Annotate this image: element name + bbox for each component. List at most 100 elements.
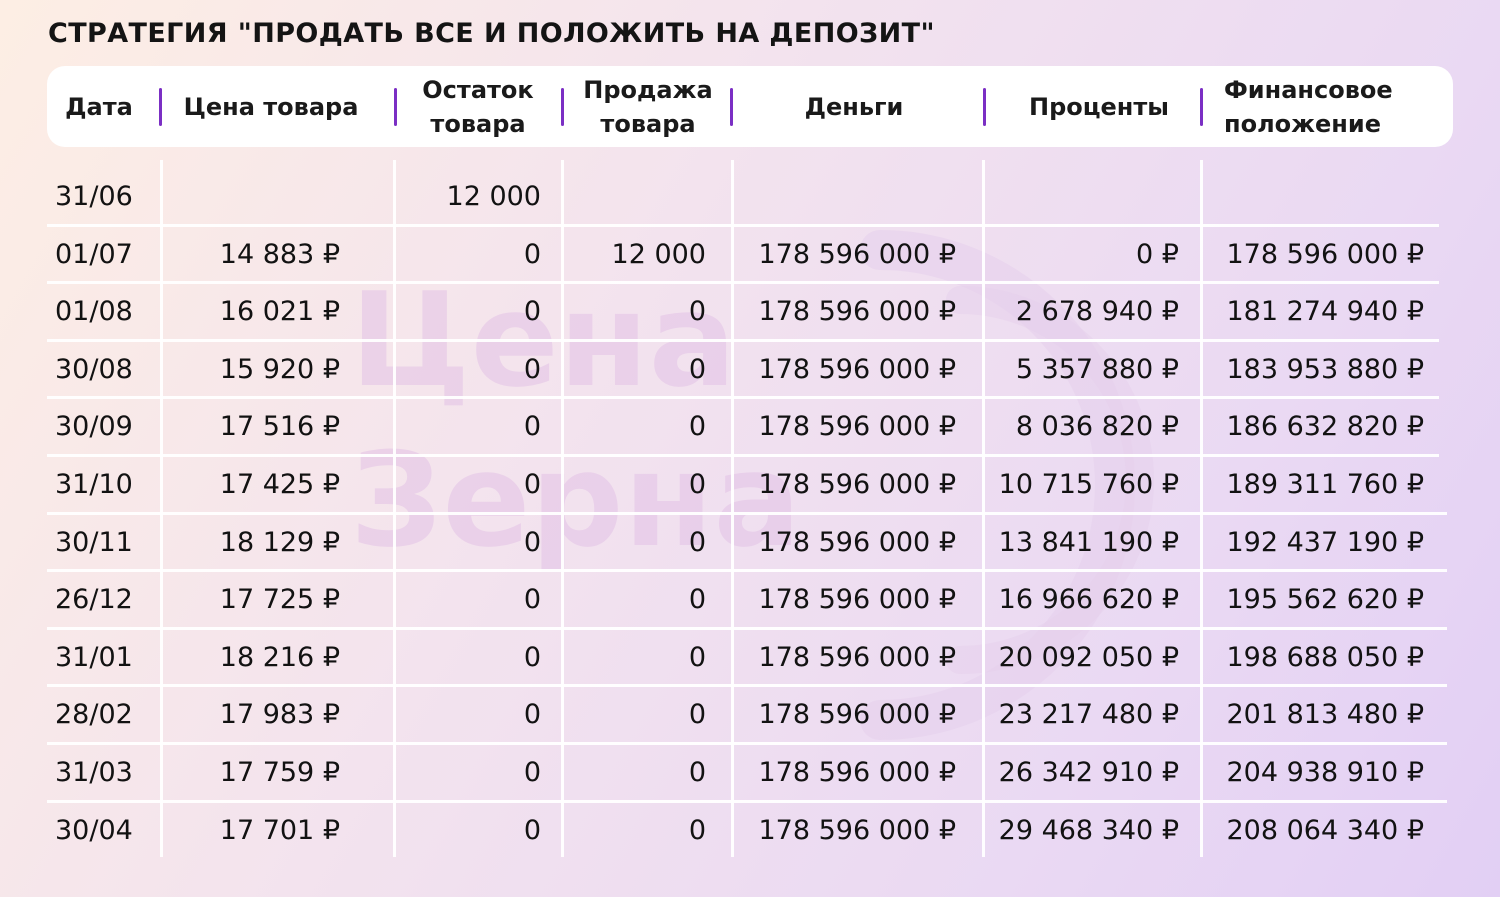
row-divider (47, 684, 1447, 687)
cell-financial-position: 204 938 910 ₽ (1226, 757, 1424, 788)
cell-date: 31/10 (55, 469, 133, 500)
cell-money: 178 596 000 ₽ (758, 584, 956, 615)
cell-date: 31/03 (55, 757, 133, 788)
cell-sale: 0 (688, 584, 706, 615)
cell-stock: 0 (523, 296, 541, 327)
column-divider (1200, 160, 1203, 857)
cell-interest (987, 168, 1179, 225)
cell-financial-position: 183 953 880 ₽ (1226, 354, 1424, 385)
cell-money: 178 596 000 ₽ (758, 354, 956, 385)
column-header-date: Дата (65, 92, 133, 121)
cell-date: 31/06 (55, 181, 133, 212)
cell-interest: 23 217 480 ₽ (998, 699, 1179, 730)
cell-price: 14 883 ₽ (219, 239, 340, 270)
cell-stock: 12 000 (446, 181, 541, 212)
row-divider (47, 339, 1439, 342)
cell-money: 178 596 000 ₽ (758, 296, 956, 327)
column-header-money: Деньги (804, 92, 904, 121)
cell-money: 178 596 000 ₽ (758, 757, 956, 788)
cell-date: 30/04 (55, 815, 133, 846)
cell-stock: 0 (523, 239, 541, 270)
cell-interest: 8 036 820 ₽ (1015, 411, 1179, 442)
cell-stock: 0 (523, 699, 541, 730)
row-divider (47, 800, 1447, 803)
cell-price (165, 168, 340, 225)
cell-interest: 10 715 760 ₽ (998, 469, 1179, 500)
row-divider (47, 627, 1447, 630)
cell-money: 178 596 000 ₽ (758, 642, 956, 673)
cell-financial-position: 181 274 940 ₽ (1226, 296, 1424, 327)
cell-price: 17 701 ₽ (219, 815, 340, 846)
cell-stock: 0 (523, 815, 541, 846)
cell-interest: 0 ₽ (1136, 239, 1179, 270)
cell-financial-position: 195 562 620 ₽ (1226, 584, 1424, 615)
cell-price: 18 216 ₽ (219, 642, 340, 673)
row-divider (47, 454, 1439, 457)
row-divider (47, 281, 1439, 284)
cell-price: 17 759 ₽ (219, 757, 340, 788)
cell-financial-position: 186 632 820 ₽ (1226, 411, 1424, 442)
header-divider (730, 88, 733, 126)
cell-date: 26/12 (55, 584, 133, 615)
cell-financial-position: 208 064 340 ₽ (1226, 815, 1424, 846)
row-divider (47, 742, 1447, 745)
cell-stock: 0 (523, 757, 541, 788)
column-divider (731, 160, 734, 857)
header-divider (561, 88, 564, 126)
column-header-price: Цена товара (183, 92, 359, 121)
cell-interest: 2 678 940 ₽ (1015, 296, 1179, 327)
cell-interest: 16 966 620 ₽ (998, 584, 1179, 615)
header-divider (1200, 88, 1203, 126)
cell-money: 178 596 000 ₽ (758, 527, 956, 558)
cell-financial-position: 189 311 760 ₽ (1226, 469, 1424, 500)
row-divider (47, 512, 1447, 515)
cell-financial-position: 201 813 480 ₽ (1226, 699, 1424, 730)
cell-date: 01/07 (55, 239, 133, 270)
table-header: Дата Цена товара Остаток товара Продажа … (47, 66, 1453, 147)
cell-sale: 0 (688, 411, 706, 442)
cell-money: 178 596 000 ₽ (758, 699, 956, 730)
cell-price: 17 425 ₽ (219, 469, 340, 500)
cell-stock: 0 (523, 584, 541, 615)
row-divider (47, 569, 1447, 572)
cell-financial-position: 192 437 190 ₽ (1226, 527, 1424, 558)
cell-sale: 0 (688, 527, 706, 558)
cell-sale: 0 (688, 699, 706, 730)
cell-financial-position (1205, 168, 1424, 225)
cell-interest: 29 468 340 ₽ (998, 815, 1179, 846)
cell-price: 16 021 ₽ (219, 296, 340, 327)
cell-stock: 0 (523, 411, 541, 442)
cell-stock: 0 (523, 527, 541, 558)
column-divider (561, 160, 564, 857)
cell-financial-position: 178 596 000 ₽ (1226, 239, 1424, 270)
cell-money: 178 596 000 ₽ (758, 469, 956, 500)
column-header-interest: Проценты (1028, 92, 1169, 121)
cell-price: 17 516 ₽ (219, 411, 340, 442)
cell-price: 15 920 ₽ (219, 354, 340, 385)
cell-sale: 12 000 (611, 239, 706, 270)
cell-date: 30/08 (55, 354, 133, 385)
cell-price: 18 129 ₽ (219, 527, 340, 558)
cell-money (736, 168, 956, 225)
cell-stock: 0 (523, 642, 541, 673)
cell-interest: 20 092 050 ₽ (998, 642, 1179, 673)
cell-money: 178 596 000 ₽ (758, 815, 956, 846)
row-divider (47, 396, 1439, 399)
cell-financial-position: 198 688 050 ₽ (1226, 642, 1424, 673)
cell-date: 30/11 (55, 527, 133, 558)
cell-stock: 0 (523, 469, 541, 500)
page-title: СТРАТЕГИЯ "ПРОДАТЬ ВСЕ И ПОЛОЖИТЬ НА ДЕП… (48, 18, 935, 49)
cell-stock: 0 (523, 354, 541, 385)
column-header-sale: Продажа товара (583, 75, 713, 138)
cell-date: 30/09 (55, 411, 133, 442)
column-divider (982, 160, 985, 857)
cell-sale: 0 (688, 757, 706, 788)
cell-sale: 0 (688, 296, 706, 327)
cell-date: 28/02 (55, 699, 133, 730)
cell-interest: 5 357 880 ₽ (1015, 354, 1179, 385)
cell-price: 17 725 ₽ (219, 584, 340, 615)
column-divider (160, 160, 163, 857)
cell-money: 178 596 000 ₽ (758, 411, 956, 442)
cell-date: 01/08 (55, 296, 133, 327)
header-divider (983, 88, 986, 126)
